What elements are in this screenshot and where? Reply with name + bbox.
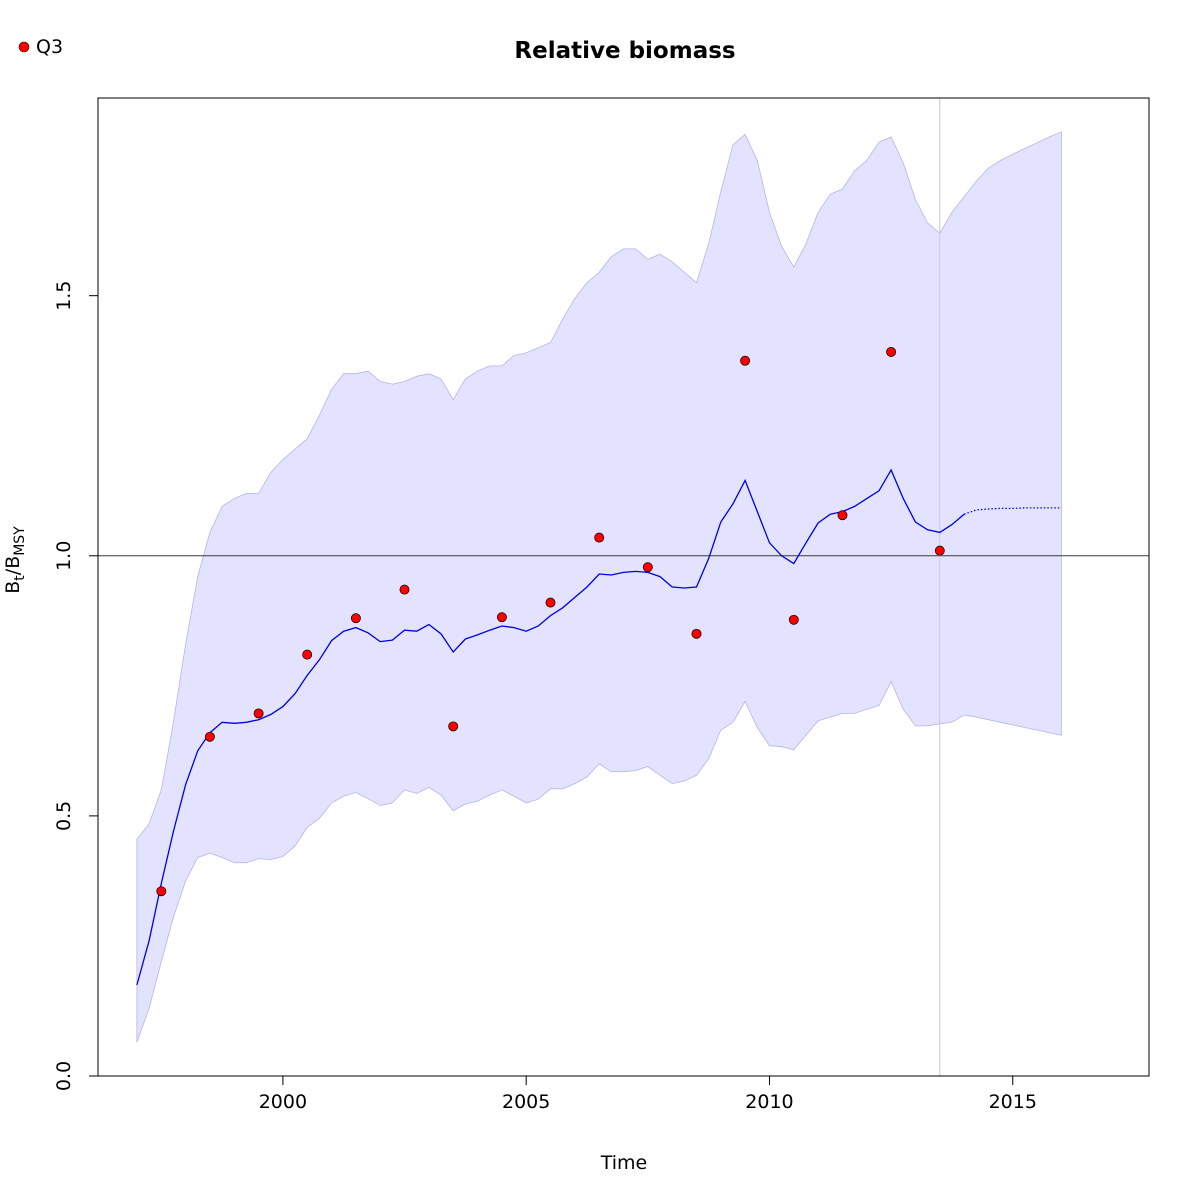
legend-label-q3: Q3 — [36, 36, 63, 58]
observation-point — [886, 346, 897, 357]
y-axis-label-sep: /B — [2, 556, 24, 575]
observation-point — [496, 612, 507, 623]
x-tick-label: 2005 — [502, 1091, 550, 1113]
y-axis-label: Bt/BMSY — [2, 526, 28, 594]
observation-point — [350, 613, 361, 624]
observation-point — [253, 708, 264, 719]
observation-point — [594, 532, 605, 543]
x-tick-label: 2000 — [259, 1091, 307, 1113]
estimate-line — [136, 468, 965, 986]
observation-point — [934, 545, 945, 556]
chart-title: Relative biomass — [514, 38, 735, 64]
series-layer — [136, 468, 1062, 986]
observation-point — [642, 562, 653, 573]
y-tick-label: 1.0 — [53, 541, 75, 571]
observation-point — [545, 597, 556, 608]
y-axis-label-sub-msy: MSY — [12, 526, 28, 556]
observation-point — [448, 721, 459, 732]
x-tick-label: 2010 — [745, 1091, 793, 1113]
x-axis-label: Time — [600, 1152, 648, 1174]
observation-point — [837, 510, 848, 521]
confidence-band-layer — [136, 131, 1062, 1043]
y-axis-label-sub-t: t — [12, 575, 28, 581]
y-tick-label: 0.5 — [53, 801, 75, 831]
y-tick-label: 0.0 — [53, 1061, 75, 1091]
y-tick-label: 1.5 — [53, 281, 75, 311]
observation-point — [399, 584, 410, 595]
reference-lines-layer — [98, 98, 1149, 1076]
prediction-line — [963, 507, 1062, 515]
observation-point — [156, 886, 167, 897]
legend-marker-q3 — [18, 41, 30, 53]
observation-point — [788, 614, 799, 625]
confidence-band — [136, 131, 1062, 1043]
observation-point — [204, 731, 215, 742]
x-tick-label: 2015 — [989, 1091, 1037, 1113]
observation-point — [302, 649, 313, 660]
axes-layer: 2000 2005 2010 2015 0.0 0.5 1.0 1.5 — [53, 97, 1150, 1113]
observation-point — [691, 628, 702, 639]
plot-frame — [97, 97, 1150, 1077]
observation-point — [740, 355, 751, 366]
legend: Q3 — [18, 36, 63, 58]
y-axis-label-main: B — [2, 581, 24, 594]
observation-points-layer — [156, 346, 945, 897]
